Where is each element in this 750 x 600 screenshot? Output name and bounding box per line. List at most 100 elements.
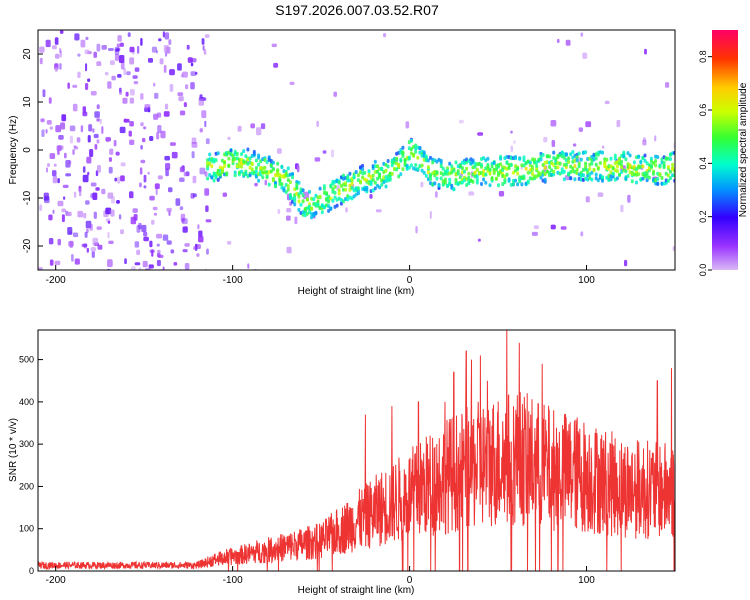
spectrogram-cell	[414, 149, 418, 154]
spectrogram-cell	[613, 156, 617, 161]
spectrogram-cell	[95, 187, 100, 191]
y-tick-label: -10	[22, 190, 33, 205]
spectrogram-cell	[448, 161, 452, 166]
spectrogram-cell	[84, 231, 88, 238]
spectrogram-cell	[94, 111, 100, 118]
y-tick-label: 300	[19, 439, 34, 449]
spectrogram-cell	[386, 164, 390, 169]
spectrogram-cell	[190, 82, 195, 90]
spectrogram-cell	[58, 135, 64, 140]
spectrogram-cell	[384, 168, 388, 173]
spectrogram-cell	[416, 167, 420, 172]
spectrogram-cell	[132, 208, 138, 213]
spectrogram-cell	[248, 156, 252, 161]
spectrogram-cell	[179, 177, 185, 182]
spectrogram-cell	[191, 151, 195, 159]
spectrogram-cell	[486, 156, 490, 161]
spectrogram-cell	[454, 177, 458, 182]
spectrogram-cell	[59, 63, 62, 70]
spectrogram-cell	[471, 179, 475, 184]
spectrogram-cell	[524, 166, 528, 171]
spectrogram-cell	[169, 69, 175, 76]
spectrogram-cell	[269, 163, 273, 168]
spectrogram-cell	[87, 135, 91, 143]
spectrogram-cell	[124, 118, 127, 123]
spectrogram-cell	[194, 243, 198, 251]
spectrogram-cell	[567, 172, 571, 177]
spectrogram-cell	[227, 156, 231, 161]
spectrogram-cell	[166, 240, 172, 245]
spectrogram-cell	[641, 156, 645, 161]
spectrogram-cell	[429, 211, 432, 219]
spectrogram-cell	[645, 178, 649, 183]
spectrogram-cell	[380, 182, 384, 187]
spectrogram-cell	[168, 39, 172, 45]
spectrogram-cell	[289, 81, 295, 85]
spectrogram-cell	[628, 153, 632, 158]
spectrogram-cell	[46, 167, 48, 173]
spectrogram-cell	[649, 164, 653, 169]
spectrogram-cell	[397, 163, 401, 168]
spectrogram-cell	[152, 206, 158, 211]
spectrogram-cell	[265, 160, 269, 165]
x-tick-label: 0	[407, 275, 413, 286]
spectrogram-cell	[210, 164, 214, 169]
spectrogram-cell	[590, 170, 594, 175]
spectrogram-cell	[499, 162, 503, 167]
spectrogram-cell	[486, 165, 490, 170]
spectrogram-cell	[596, 166, 600, 171]
spectrogram-cell	[235, 151, 239, 156]
spectrogram-cell	[601, 150, 604, 155]
spectrogram-cell	[627, 194, 631, 203]
spectrogram-cell	[286, 246, 292, 254]
spectrogram-cell	[128, 130, 132, 137]
spectrogram-cell	[531, 231, 538, 236]
spectrogram-cell	[301, 199, 305, 204]
spectrogram-cell	[91, 251, 95, 258]
spectrogram-cell	[407, 155, 411, 160]
x-tick-label: 0	[407, 575, 413, 586]
spectrogram-cell	[615, 176, 619, 181]
spectrogram-cell	[96, 61, 102, 66]
spectrogram-cell	[92, 237, 98, 246]
spectrogram-cell	[201, 38, 205, 45]
colorbar-tick-label: 0.8	[698, 50, 708, 63]
spectrogram-cell	[39, 57, 43, 65]
spectrogram-cell	[533, 157, 537, 162]
spectrogram-cell	[531, 165, 534, 169]
spectrogram-cell	[390, 171, 394, 176]
spectrogram-cell	[170, 249, 175, 254]
spectrogram-cell	[560, 167, 564, 172]
spectrogram-cell	[456, 171, 460, 176]
spectrogram-cell	[665, 82, 670, 88]
spectrogram-cell	[208, 152, 212, 157]
spectrogram-cell	[454, 160, 458, 165]
spectrogram-cell	[168, 187, 173, 193]
spectrogram-cell	[179, 166, 185, 173]
spectrogram-cell	[109, 148, 114, 155]
spectrogram-cell	[499, 156, 503, 161]
spectrogram-cell	[107, 259, 113, 267]
spectrogram-cell	[67, 227, 73, 235]
spectrogram-cell	[280, 182, 284, 187]
spectrogram-cell	[371, 173, 375, 178]
spectrogram-cell	[620, 165, 624, 170]
spectrogram-cell	[616, 119, 621, 128]
spectrogram-cell	[221, 169, 224, 174]
spectrogram-cell	[539, 175, 543, 180]
spectrogram-cell	[53, 163, 57, 167]
spectrogram-cell	[131, 266, 136, 270]
spectrogram-cell	[329, 206, 333, 211]
spectrogram-cell	[310, 215, 314, 220]
spectrogram-cell	[297, 180, 301, 185]
spectrogram-cell	[649, 156, 653, 161]
spectrogram-cell	[141, 137, 146, 143]
spectrogram-cell	[208, 161, 212, 166]
spectrogram-cell	[45, 129, 48, 134]
spectrogram-cell	[85, 63, 88, 72]
spectrogram-cell	[87, 171, 90, 176]
spectrogram-cell	[345, 207, 348, 213]
spectrogram-cell	[156, 112, 162, 118]
spectrogram-cell	[558, 161, 562, 166]
spectrogram-cell	[97, 165, 101, 173]
